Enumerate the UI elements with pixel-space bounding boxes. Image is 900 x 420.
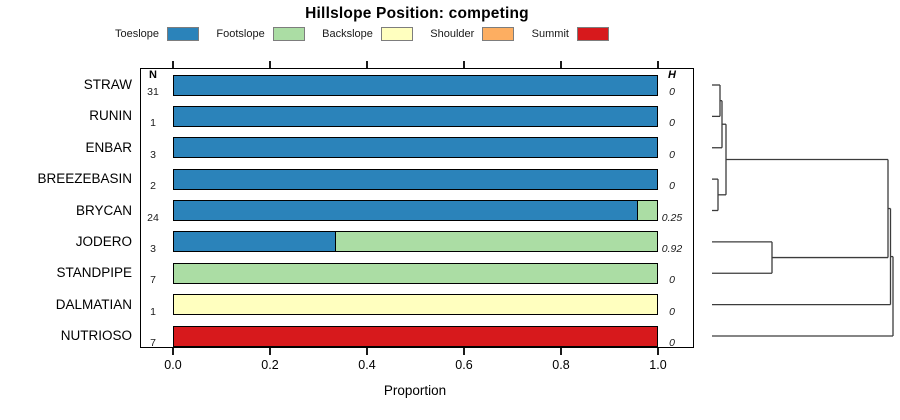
row-label-nutrioso: NUTRIOSO (60, 328, 132, 343)
legend-swatch-icon (272, 27, 305, 41)
legend-label: Backslope (322, 28, 373, 40)
h-value: 0.92 (661, 242, 683, 255)
h-value: 0 (669, 274, 675, 287)
bar-segment-toeslope (174, 138, 657, 158)
row-label-runin: RUNIN (89, 108, 132, 124)
legend-label: Toeslope (115, 28, 160, 40)
x-tick-label: 0.4 (358, 358, 376, 372)
bottom-axis-tick (657, 348, 659, 355)
legend-item-shoulder: Shoulder (430, 27, 515, 41)
bar-segment-toeslope (174, 169, 657, 189)
chart-title: Hillslope Position: competing (305, 5, 529, 22)
h-value: 0 (669, 117, 675, 130)
n-value: 3 (150, 242, 156, 255)
bottom-axis-tick (269, 348, 271, 355)
bar-segment-toeslope (174, 75, 657, 95)
top-axis-tick (463, 61, 465, 68)
h-value: 0 (669, 305, 675, 318)
x-tick-label: 0.0 (164, 358, 182, 372)
stacked-bar-runin (173, 105, 658, 127)
legend-label: Footslope (216, 28, 265, 40)
n-value: 31 (147, 86, 159, 98)
x-tick-label: 0.6 (455, 358, 473, 372)
top-axis-tick (366, 61, 368, 68)
stacked-bar-brycan (173, 200, 658, 221)
n-value: 3 (150, 148, 156, 161)
x-axis-title: Proportion (383, 383, 447, 398)
h-value: 0 (669, 86, 675, 98)
legend-label: Shoulder (430, 28, 475, 40)
top-axis-tick (560, 61, 562, 68)
legend-item-backslope: Backslope (322, 27, 413, 41)
legend-item-summit: Summit (532, 27, 609, 41)
legend-item-toeslope: Toeslope (115, 27, 200, 41)
top-axis-tick (269, 61, 271, 68)
h-column-header: H (668, 69, 676, 81)
x-tick-label: 0.2 (261, 358, 279, 372)
n-value: 1 (150, 117, 156, 130)
x-tick-label: 1.0 (649, 358, 667, 372)
x-tick-label: 0.8 (552, 358, 570, 372)
bar-segment-backslope (174, 295, 657, 315)
bottom-axis-tick (366, 348, 368, 355)
bar-segment-footslope (174, 263, 657, 283)
row-label-dalmatian: DALMATIAN (55, 296, 132, 312)
row-label-standpipe: STANDPIPE (56, 265, 132, 281)
stacked-bar-straw (173, 74, 658, 96)
legend-item-footslope: Footslope (216, 27, 305, 41)
row-label-breezebasin: BREEZEBASIN (37, 171, 132, 187)
row-label-straw: STRAW (83, 77, 132, 92)
legend-swatch-icon (380, 27, 413, 41)
bar-segment-summit (174, 326, 657, 346)
bar-segment-toeslope (174, 106, 657, 126)
n-value: 1 (150, 305, 156, 318)
n-value: 7 (150, 274, 156, 287)
n-value: 7 (150, 337, 156, 349)
bottom-axis-tick (560, 348, 562, 355)
stacked-bar-dalmatian (173, 294, 658, 316)
legend: Toeslope Footslope Backslope Shoulder Summit (115, 27, 609, 41)
stacked-bar-enbar (173, 137, 658, 159)
n-value: 2 (150, 180, 156, 193)
h-value: 0 (669, 180, 675, 193)
legend-swatch-icon (482, 27, 515, 41)
bar-segment-footslope (636, 201, 657, 220)
stacked-bar-breezebasin (173, 168, 658, 190)
n-value: 24 (147, 211, 159, 224)
stacked-bar-jodero (173, 231, 658, 253)
row-label-brycan: BRYCAN (75, 202, 132, 218)
h-value: 0 (669, 148, 675, 161)
bar-segment-footslope (334, 232, 657, 252)
h-value: 0 (669, 337, 675, 349)
row-label-jodero: JODERO (75, 233, 132, 249)
n-column-header: N (149, 69, 157, 81)
h-value: 0.25 (661, 211, 683, 224)
bar-segment-toeslope (174, 201, 637, 220)
stacked-bar-standpipe (173, 262, 658, 284)
bottom-axis-tick (463, 348, 465, 355)
row-label-enbar: ENBAR (85, 139, 132, 155)
legend-swatch-icon (167, 27, 200, 41)
top-axis-tick (172, 61, 174, 68)
legend-label: Summit (531, 28, 569, 40)
legend-swatch-icon (576, 27, 609, 41)
bar-segment-toeslope (174, 232, 335, 252)
bottom-axis-tick (172, 348, 174, 355)
stacked-bar-nutrioso (173, 325, 658, 347)
top-axis-tick (657, 61, 659, 68)
